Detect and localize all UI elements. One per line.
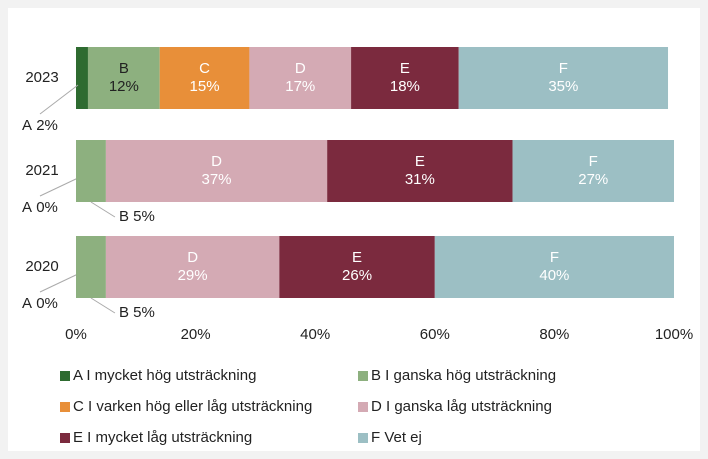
data-label-value: 29% — [178, 267, 208, 284]
data-label-series: E — [352, 249, 362, 266]
bar-segment — [76, 236, 106, 298]
legend-swatch — [358, 402, 368, 412]
data-label-series: F — [559, 60, 568, 77]
data-label-series: D — [187, 249, 198, 266]
y-tick-label: 2021 — [25, 162, 58, 179]
data-label-series: B — [119, 304, 129, 321]
legend-swatch — [60, 433, 70, 443]
bar-segment — [351, 47, 459, 109]
legend-label: D I ganska låg utsträckning — [371, 398, 552, 415]
y-tick-label: 2020 — [25, 258, 58, 275]
data-label: F 35% — [548, 60, 578, 95]
data-label-value: 17% — [285, 78, 315, 95]
bar-segment — [458, 47, 669, 109]
leader-line — [39, 273, 79, 293]
data-label-series: C — [199, 60, 210, 77]
legend-label: F Vet ej — [371, 429, 422, 446]
data-label-value: 5% — [133, 304, 155, 321]
legend-label: B I ganska hög utsträckning — [371, 367, 556, 384]
data-label: D 29% — [178, 249, 208, 284]
data-label-series: E — [415, 153, 425, 170]
legend-swatch — [358, 371, 368, 381]
data-label: B 5% — [119, 304, 155, 321]
leader-line — [90, 297, 116, 314]
data-label-series: D — [295, 60, 306, 77]
legend-swatch — [358, 433, 368, 443]
data-label-series: D — [211, 153, 222, 170]
data-label-series: E — [400, 60, 410, 77]
legend-swatch — [60, 371, 70, 381]
data-label: A 2% — [22, 117, 58, 134]
data-label-value: 0% — [36, 199, 58, 216]
bar-segment — [434, 236, 674, 298]
data-label: C 15% — [190, 60, 220, 95]
bar-segment — [159, 47, 250, 109]
x-tick-label: 20% — [181, 326, 211, 343]
bar-segment — [105, 236, 280, 298]
x-tick-label: 0% — [65, 326, 87, 343]
data-label: E 18% — [390, 60, 420, 95]
x-tick-label: 60% — [420, 326, 450, 343]
data-label: D 37% — [202, 153, 232, 188]
x-tick-label: 40% — [300, 326, 330, 343]
data-label-value: 35% — [548, 78, 578, 95]
data-label: B 5% — [119, 208, 155, 225]
data-label-value: 37% — [202, 171, 232, 188]
x-tick-label: 100% — [655, 326, 693, 343]
leader-line — [90, 201, 116, 218]
bar-segment — [327, 140, 513, 202]
data-label-value: 27% — [578, 171, 608, 188]
bar-segment — [249, 47, 352, 109]
data-label-value: 2% — [36, 117, 58, 134]
data-label: A 0% — [22, 295, 58, 312]
leader-line — [39, 177, 79, 197]
data-label-value: 15% — [190, 78, 220, 95]
bar-segment — [87, 47, 160, 109]
data-label-value: 5% — [133, 208, 155, 225]
data-label-series: A — [22, 199, 32, 216]
bar-segment — [279, 236, 435, 298]
bar-segment — [76, 140, 106, 202]
legend-label: E I mycket låg utsträckning — [73, 429, 252, 446]
data-label: D 17% — [285, 60, 315, 95]
bar-segment — [512, 140, 674, 202]
data-label-value: 12% — [109, 78, 139, 95]
data-label: B 12% — [109, 60, 139, 95]
data-label: E 31% — [405, 153, 435, 188]
legend-label: C I varken hög eller låg utsträckning — [73, 398, 312, 415]
y-tick-label: 2023 — [25, 69, 58, 86]
data-label-series: A — [22, 117, 32, 134]
data-label-series: B — [119, 60, 129, 77]
legend-swatch — [60, 402, 70, 412]
data-label: A 0% — [22, 199, 58, 216]
data-label-series: F — [589, 153, 598, 170]
data-label: E 26% — [342, 249, 372, 284]
data-label-value: 40% — [539, 267, 569, 284]
data-label-value: 18% — [390, 78, 420, 95]
data-label-series: B — [119, 208, 129, 225]
data-label: F 40% — [539, 249, 569, 284]
bar-segment — [76, 47, 88, 109]
data-label-series: F — [550, 249, 559, 266]
data-label-value: 31% — [405, 171, 435, 188]
x-tick-label: 80% — [539, 326, 569, 343]
legend-label: A I mycket hög utsträckning — [73, 367, 256, 384]
leader-line — [39, 84, 79, 115]
data-label: F 27% — [578, 153, 608, 188]
bar-segment — [105, 140, 328, 202]
data-label-value: 26% — [342, 267, 372, 284]
data-label-value: 0% — [36, 295, 58, 312]
data-label-series: A — [22, 295, 32, 312]
